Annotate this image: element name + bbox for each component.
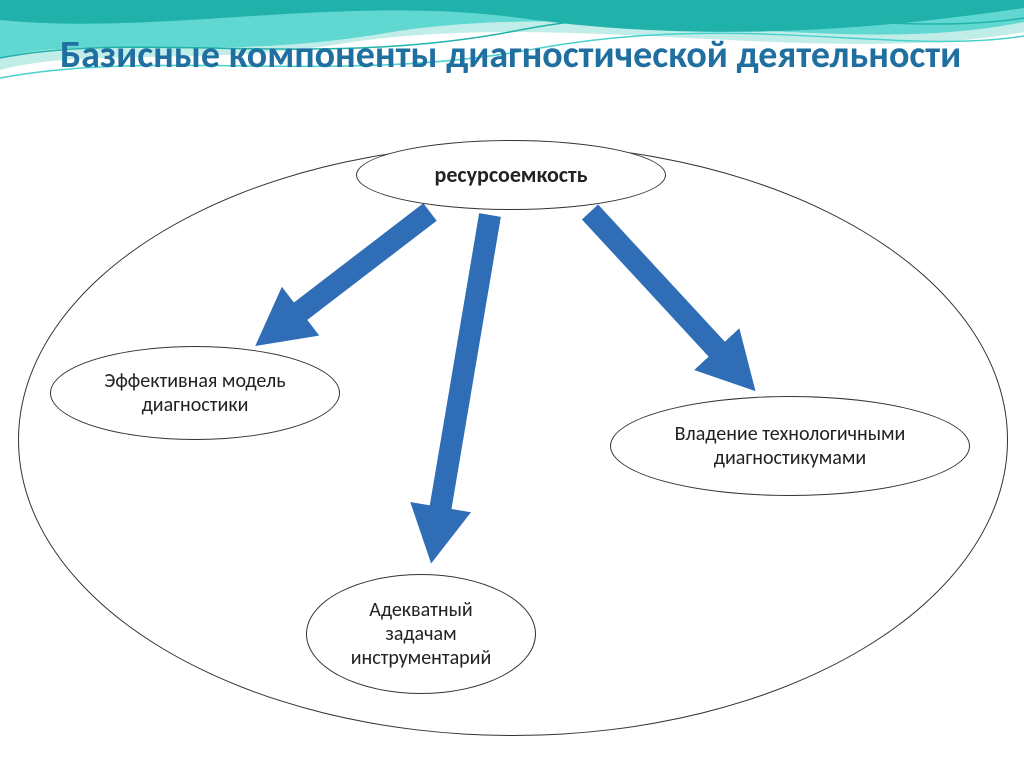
slide: { "title": { "text": "Базисные компонент… — [0, 0, 1024, 768]
node-bottom-line2: задачам — [351, 622, 492, 646]
diagram-area: ресурсоемкость Эффективная модель диагно… — [0, 140, 1024, 760]
node-bottom-line1: Адекватный — [351, 598, 492, 622]
node-resursoemkost: ресурсоемкость — [356, 140, 666, 210]
node-right-line2: диагностикумами — [675, 446, 906, 470]
node-effektivnaya-model: Эффективная модель диагностики — [50, 346, 340, 440]
node-vladenie-tekhnologichnymi: Владение технологичными диагностикумами — [610, 396, 970, 496]
node-left-line2: диагностики — [104, 393, 285, 417]
node-adekvatnyy-instrumentariy: Адекватный задачам инструментарий — [306, 574, 536, 694]
node-left-line1: Эффективная модель — [104, 369, 285, 393]
wave-dark — [0, 0, 1024, 32]
arrow-1 — [435, 215, 490, 537]
slide-title: Базисные компоненты диагностической деят… — [60, 35, 1004, 77]
arrow-0 — [276, 212, 430, 330]
node-bottom-line3: инструментарий — [351, 646, 492, 670]
node-right-line1: Владение технологичными — [675, 422, 906, 446]
node-top-line1: ресурсоемкость — [435, 162, 588, 188]
slide-title-text: Базисные компоненты диагностической деят… — [60, 32, 961, 78]
arrow-2 — [590, 212, 738, 372]
